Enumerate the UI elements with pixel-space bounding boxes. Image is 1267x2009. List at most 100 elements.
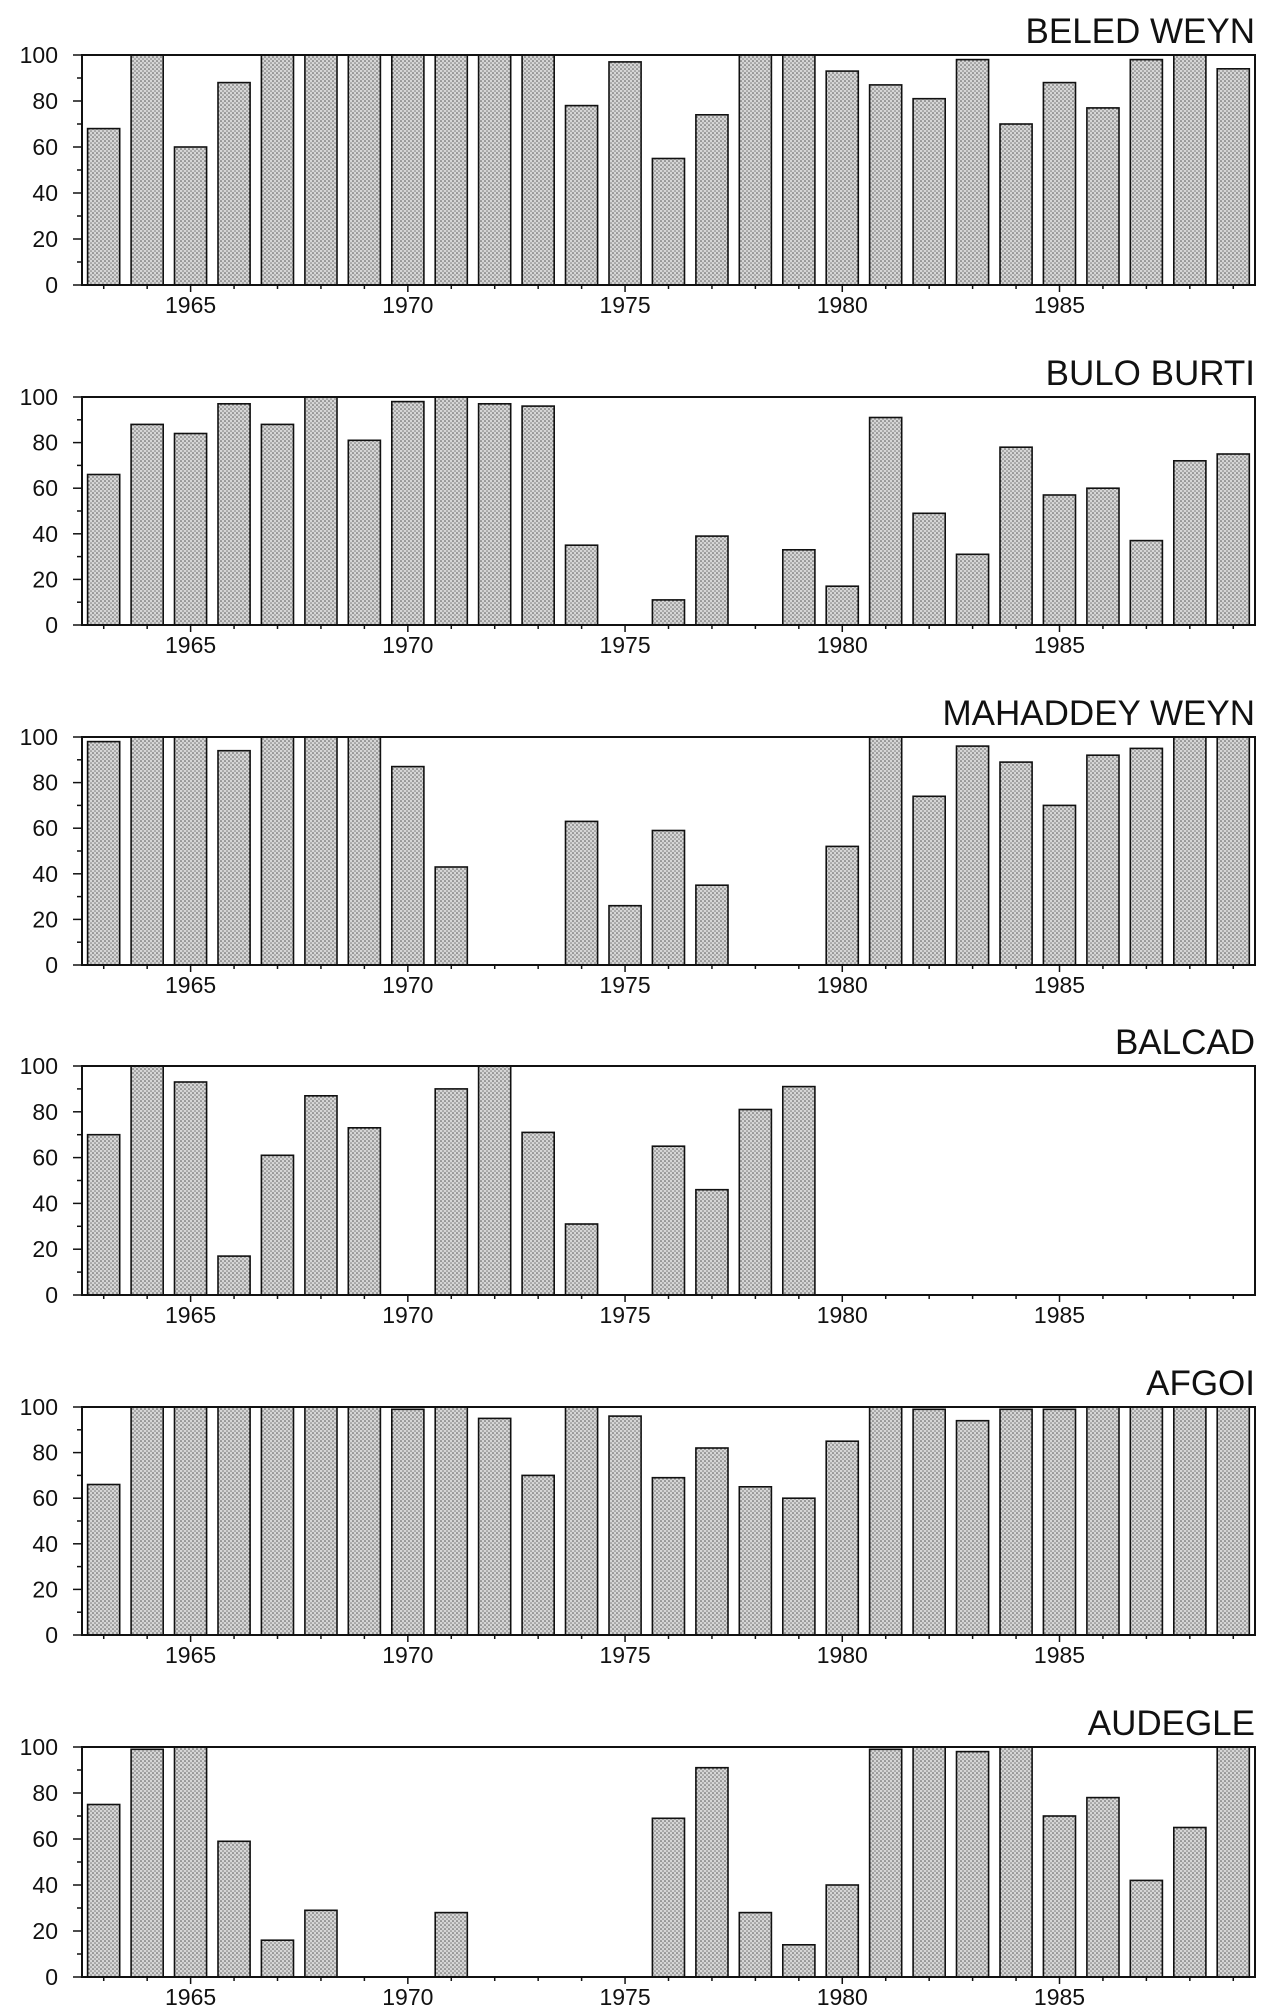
x-tick-label: 1975 [599, 292, 650, 318]
y-tick-label: 0 [45, 1964, 58, 1990]
bar [651, 829, 686, 966]
bar [1173, 459, 1207, 626]
bar [347, 54, 382, 286]
bar [912, 512, 946, 626]
bar [1086, 754, 1120, 966]
bar [564, 104, 599, 286]
bar [1086, 107, 1120, 286]
bar [955, 58, 990, 286]
bar [1086, 1406, 1120, 1636]
y-tick-label: 20 [32, 906, 58, 932]
x-tick-label: 1980 [817, 292, 868, 318]
bar [477, 1065, 512, 1296]
bar [695, 1188, 729, 1296]
bar [130, 736, 165, 966]
x-tick-label: 1985 [1034, 1984, 1085, 2009]
x-tick-label: 1985 [1034, 292, 1085, 318]
y-tick-label: 60 [32, 1485, 58, 1511]
bar [912, 795, 946, 966]
bar [390, 400, 425, 626]
bar [304, 1909, 338, 1978]
x-tick-label: 1965 [165, 972, 216, 998]
bar [955, 553, 990, 626]
y-tick-label: 20 [32, 226, 58, 252]
bar [1173, 54, 1207, 286]
y-tick-label: 40 [32, 861, 58, 887]
y-tick-label: 20 [32, 566, 58, 592]
bar [173, 1746, 208, 1978]
bar [1216, 736, 1251, 966]
bar [521, 54, 555, 286]
x-tick-label: 1965 [165, 292, 216, 318]
chart-title: BALCAD [1115, 1023, 1255, 1062]
y-tick-label: 80 [32, 430, 58, 456]
bar [868, 1748, 903, 1978]
bar [477, 54, 512, 286]
y-tick-label: 100 [20, 1394, 58, 1420]
bar [781, 548, 816, 626]
bar [1129, 58, 1164, 286]
bar [434, 1911, 469, 1978]
bar [781, 54, 816, 286]
y-tick-label: 40 [32, 1872, 58, 1898]
x-tick-label: 1975 [599, 972, 650, 998]
bar [1042, 1815, 1077, 1978]
x-tick-label: 1970 [382, 292, 433, 318]
y-tick-label: 40 [32, 1190, 58, 1216]
bar [130, 54, 165, 286]
bar [564, 544, 599, 626]
bar [260, 1406, 295, 1636]
x-tick-label: 1965 [165, 632, 216, 658]
bar [173, 146, 208, 286]
x-tick-label: 1970 [382, 1642, 433, 1668]
bar [608, 61, 642, 286]
bar [217, 1255, 251, 1296]
chart-panel: AFGOI 0 20 40 60 80 100 1965 1970 1975 1980 1985 [20, 1364, 1256, 1668]
bar [999, 123, 1033, 286]
bar [738, 54, 773, 286]
x-tick-label: 1985 [1034, 972, 1085, 998]
chart-panel: BULO BURTI 0 20 40 60 80 100 1965 1970 1975 1980 19… [20, 354, 1256, 658]
bar [390, 765, 425, 966]
bar [564, 820, 599, 966]
chart-panel: BALCAD 0 20 40 60 80 100 1965 1970 1975 1980 1985 [20, 1023, 1256, 1328]
x-tick-label: 1965 [165, 1984, 216, 2009]
bar [695, 1447, 729, 1636]
bar [86, 1483, 121, 1636]
y-tick-label: 100 [20, 724, 58, 750]
y-tick-label: 80 [32, 1780, 58, 1806]
bar [651, 157, 686, 286]
x-tick-label: 1985 [1034, 1302, 1085, 1328]
bar [1216, 68, 1251, 286]
y-tick-label: 20 [32, 1576, 58, 1602]
bar [651, 1817, 686, 1978]
bar [825, 585, 860, 626]
bar [608, 1415, 642, 1636]
bar [130, 1065, 165, 1296]
bar [955, 1750, 990, 1978]
chart-title: BULO BURTI [1046, 354, 1255, 393]
chart-title: AFGOI [1146, 1364, 1255, 1403]
bar [738, 1911, 773, 1978]
bar [434, 866, 469, 966]
y-tick-label: 80 [32, 1099, 58, 1125]
x-tick-label: 1980 [817, 1302, 868, 1328]
bar [651, 1145, 686, 1296]
y-tick-label: 80 [32, 770, 58, 796]
chart-title: BELED WEYN [1026, 12, 1256, 51]
y-tick-label: 0 [45, 1282, 58, 1308]
x-tick-label: 1965 [165, 1642, 216, 1668]
y-tick-label: 100 [20, 1734, 58, 1760]
x-tick-label: 1980 [817, 632, 868, 658]
bar [695, 535, 729, 626]
bar [1086, 1796, 1120, 1978]
y-tick-label: 60 [32, 134, 58, 160]
bar [912, 1746, 946, 1978]
bar [999, 761, 1033, 966]
bar [130, 1748, 165, 1978]
bar [1129, 747, 1164, 966]
bar [825, 845, 860, 966]
bar [86, 740, 121, 966]
bar [868, 1406, 903, 1636]
bar [955, 1419, 990, 1636]
